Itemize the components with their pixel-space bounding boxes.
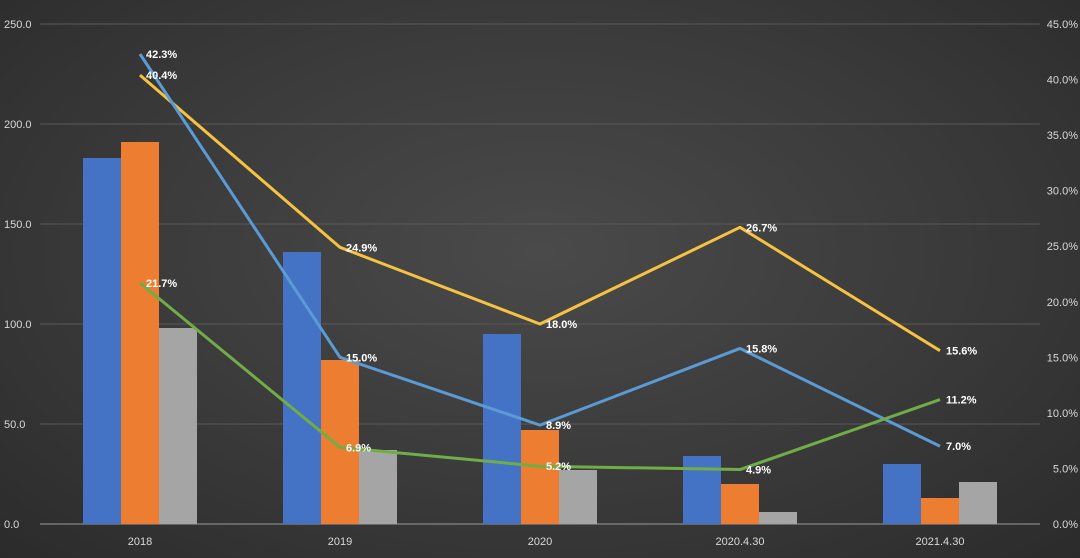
series-line: [139, 281, 941, 472]
right-tick-label: 35.0%: [1047, 130, 1078, 142]
data-label: 11.2%: [946, 395, 977, 407]
bar: [759, 512, 797, 524]
bar: [359, 450, 397, 524]
right-tick-label: 30.0%: [1047, 186, 1078, 198]
bar: [959, 482, 997, 524]
bar: [159, 328, 197, 524]
data-label: 21.7%: [146, 278, 177, 290]
left-tick-label: 150.0: [4, 219, 32, 231]
bar: [83, 158, 121, 524]
bar: [559, 470, 597, 524]
left-tick-label: 200.0: [4, 119, 32, 131]
series-line: [139, 73, 941, 352]
x-axis: 2018 2019 2020 2020.4.30 2021.4.30: [128, 536, 965, 548]
x-tick-label: 2020: [528, 536, 552, 548]
bar: [921, 498, 959, 524]
x-tick-label: 2018: [128, 536, 152, 548]
right-tick-label: 5.0%: [1053, 463, 1078, 475]
data-label: 15.8%: [746, 343, 777, 355]
data-label: 18.0%: [546, 319, 577, 331]
right-axis: 0.0% 5.0% 10.0% 15.0% 20.0% 25.0% 30.0% 35.0% 40…: [1047, 19, 1078, 531]
bar: [121, 142, 159, 524]
left-axis: 0.0 50.0 100.0 150.0 200.0 250.0: [4, 19, 32, 531]
line-series-group: [138, 53, 941, 472]
data-label: 5.2%: [546, 461, 571, 473]
data-label: 15.0%: [346, 352, 377, 364]
bar: [483, 334, 521, 524]
bar: [883, 464, 921, 524]
data-label: 24.9%: [346, 242, 377, 254]
data-label: 7.0%: [946, 441, 971, 453]
data-label: 40.4%: [146, 70, 177, 82]
right-tick-label: 20.0%: [1047, 297, 1078, 309]
left-tick-label: 0.0: [4, 519, 19, 531]
bar: [283, 252, 321, 524]
data-label: 15.6%: [946, 346, 977, 358]
right-tick-label: 0.0%: [1053, 519, 1078, 531]
data-label: 26.7%: [746, 222, 777, 234]
data-labels-group: 40.4% 24.9% 18.0% 26.7% 15.6% 42.3% 15.0% 8.9% 1…: [146, 49, 977, 477]
left-tick-label: 250.0: [4, 19, 32, 31]
data-label: 42.3%: [146, 49, 177, 61]
bar-series-group: [83, 142, 997, 524]
bar: [721, 484, 759, 524]
right-tick-label: 40.0%: [1047, 75, 1078, 87]
data-label: 8.9%: [546, 420, 571, 432]
bar: [683, 456, 721, 524]
x-tick-label: 2021.4.30: [916, 536, 965, 548]
bar: [321, 360, 359, 524]
x-tick-label: 2020.4.30: [716, 536, 765, 548]
right-tick-label: 15.0%: [1047, 352, 1078, 364]
series-line: [138, 53, 941, 448]
left-tick-label: 100.0: [4, 319, 32, 331]
x-tick-label: 2019: [328, 536, 352, 548]
data-label: 6.9%: [346, 442, 371, 454]
right-tick-label: 25.0%: [1047, 241, 1078, 253]
left-tick-label: 50.0: [4, 419, 25, 431]
bar: [521, 430, 559, 524]
data-label: 4.9%: [746, 465, 771, 477]
right-tick-label: 45.0%: [1047, 19, 1078, 31]
right-tick-label: 10.0%: [1047, 408, 1078, 420]
